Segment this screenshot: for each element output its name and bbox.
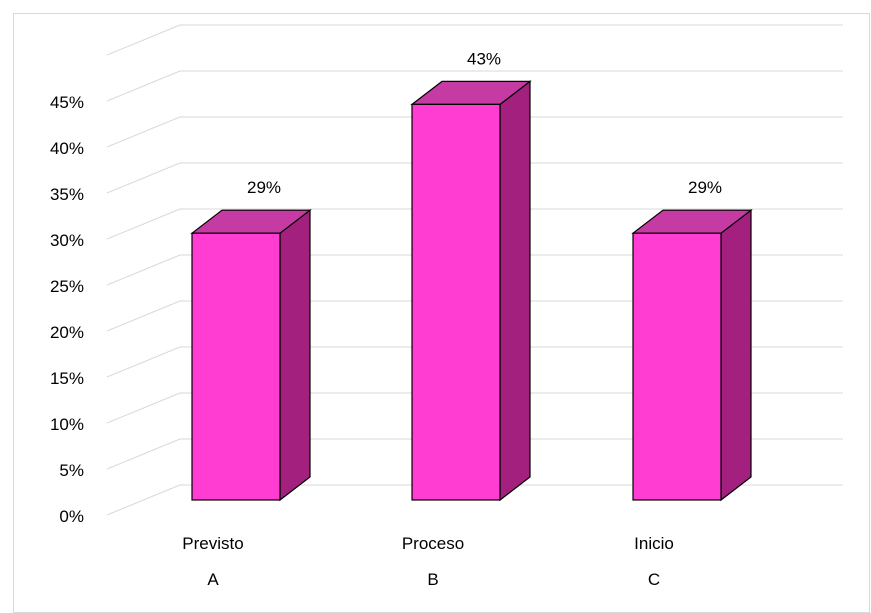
y-axis-ticks: 0% 5% 10% 15% 20% 25% 30% 35% 40% 45%: [50, 93, 84, 526]
category-label: Inicio: [634, 534, 674, 553]
data-label: 43%: [467, 49, 501, 68]
gridline-diagonal: [106, 438, 181, 470]
y-tick-label: 20%: [50, 323, 84, 342]
y-tick-label: 30%: [50, 231, 84, 250]
y-tick-label: 35%: [50, 185, 84, 204]
category-label: Proceso: [402, 534, 464, 553]
y-tick-label: 25%: [50, 277, 84, 296]
bar: [191, 232, 281, 501]
gridline-diagonal: [106, 70, 181, 102]
bar-side: [279, 208, 311, 502]
y-tick-label: 10%: [50, 415, 84, 434]
data-label: 29%: [688, 178, 722, 197]
bars: [190, 80, 753, 502]
y-tick-label: 40%: [50, 139, 84, 158]
gridline-diagonal: [106, 24, 181, 56]
gridline-diagonal: [106, 484, 181, 516]
category-letter: C: [648, 570, 660, 589]
category-label: Previsto: [182, 534, 243, 553]
y-tick-label: 15%: [50, 369, 84, 388]
category-letter: A: [207, 570, 219, 589]
gridline-diagonal: [106, 346, 181, 378]
bar-side: [720, 208, 752, 502]
bar-chart: 0% 5% 10% 15% 20% 25% 30% 35% 40% 45% 29% 43% 29% P…: [50, 24, 843, 589]
category-axis: Previsto A Proceso B Inicio C: [182, 534, 674, 589]
y-tick-label: 0%: [59, 507, 84, 526]
gridline-diagonal: [106, 208, 181, 240]
gridline-diagonal: [106, 162, 181, 194]
data-label: 29%: [247, 178, 281, 197]
gridline-diagonal: [106, 116, 181, 148]
gridline-diagonal: [106, 392, 181, 424]
bar-side: [499, 80, 531, 502]
bar: [632, 232, 722, 501]
data-labels: 29% 43% 29%: [247, 49, 722, 197]
y-tick-label: 5%: [59, 461, 84, 480]
bar: [411, 103, 501, 501]
gridline-diagonal: [106, 300, 181, 332]
gridline-diagonal: [106, 254, 181, 286]
category-letter: B: [427, 570, 438, 589]
y-tick-label: 45%: [50, 93, 84, 112]
